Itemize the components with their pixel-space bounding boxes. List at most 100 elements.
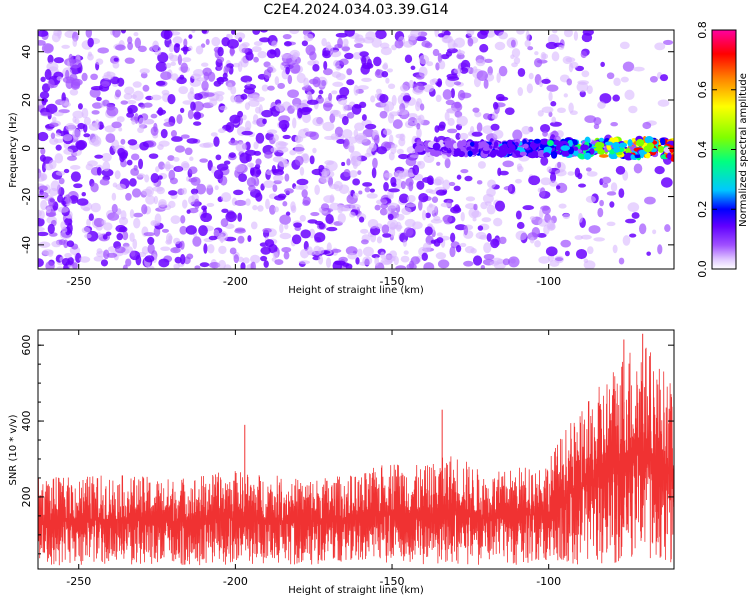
spectrogram-cell (475, 59, 486, 67)
spectrogram-cell (364, 123, 377, 130)
signal-cell (630, 154, 635, 160)
spectrogram-cell (303, 33, 314, 42)
spectrogram-cell (279, 214, 291, 225)
spectrogram-cell (486, 204, 496, 215)
spectrogram-cell (56, 76, 63, 81)
spectrogram-cell (343, 169, 351, 178)
spectrogram-cell (260, 246, 272, 255)
spectrogram-cell (244, 120, 252, 131)
spectrogram-cell (188, 177, 198, 183)
spectrogram-cell (38, 210, 45, 220)
spectrogram-cell (205, 38, 210, 46)
spectrogram-cell (130, 250, 136, 257)
spectrogram-cell (301, 40, 308, 47)
spectrogram-cell (408, 79, 414, 89)
spectrogram-cell (337, 213, 346, 224)
spectrogram-cell (517, 68, 526, 77)
spectrogram-cell (40, 199, 48, 211)
spectrogram-cell (85, 163, 93, 171)
signal-cell (471, 148, 480, 153)
spectrogram-cell (477, 30, 488, 40)
spectrogram-cell (609, 201, 615, 208)
x-tick-label: -200 (223, 575, 248, 588)
spectrogram-cell (281, 53, 293, 59)
spectrogram-cell (555, 182, 568, 194)
spectrogram-cell (421, 209, 427, 221)
spectrogram-cell (507, 256, 520, 268)
spectrogram-cell (664, 224, 671, 232)
signal-cell (604, 141, 614, 146)
spectrogram-cell (206, 202, 215, 208)
spectrogram-cell (393, 256, 399, 266)
spectrogram-cell (410, 256, 420, 265)
spectrogram-cell (73, 183, 83, 189)
spectrogram-cell (460, 169, 469, 174)
spectrogram-cell (217, 46, 224, 57)
spectrogram-cell (336, 139, 346, 145)
spectrogram-cell (180, 62, 189, 73)
spectrogram-cell (346, 112, 355, 119)
colorbar-ticks: 0.0 0.2 0.4 0.6 0.8 (696, 21, 736, 278)
spectrogram-cell (325, 213, 334, 225)
spectrogram-cell (48, 197, 55, 207)
spectrogram-cell (170, 73, 179, 81)
spectrogram-cell (70, 171, 81, 182)
signal-cell (533, 138, 541, 144)
spectrogram-cell (148, 153, 159, 159)
spectrogram-cell (77, 103, 83, 110)
spectrogram-cell (65, 122, 76, 132)
spectrogram-cell (384, 172, 393, 178)
spectrogram-cell (91, 102, 103, 109)
spectrogram-cell (144, 255, 155, 263)
spectrogram-cell (371, 167, 377, 179)
spectrogram-cell (227, 38, 239, 49)
colorbar: 0.0 0.2 0.4 0.6 0.8 Normalized spectral ampl… (696, 21, 749, 278)
spectrogram-cell (464, 245, 475, 254)
spectrogram-cell (597, 207, 604, 218)
spectrogram-cell (133, 164, 138, 171)
spectrogram-cell (218, 259, 226, 269)
signal-cell (502, 143, 508, 149)
spectrogram-cell (199, 262, 210, 268)
spectrogram-cell (657, 244, 663, 255)
spectrogram-cell (93, 217, 105, 228)
spectrogram-cell (564, 250, 570, 257)
spectrogram-cell (138, 158, 144, 170)
signal-cell (612, 142, 620, 150)
spectrogram-cell (237, 256, 244, 263)
signal-cell (593, 147, 604, 152)
spectrogram-cell (404, 120, 415, 129)
spectrogram-cell (126, 159, 133, 166)
spectrogram-cell (436, 232, 443, 237)
spectrogram-cell (289, 30, 300, 35)
spectrogram-cell (350, 150, 362, 162)
spectrogram-cell (580, 50, 588, 59)
spectrogram-cell (364, 152, 371, 158)
spectrogram-cell (403, 227, 414, 237)
spectrogram-cell (548, 91, 553, 102)
spectrogram-cell (203, 243, 208, 254)
spectrogram-cell (50, 132, 56, 140)
spectrogram-cell (126, 99, 137, 105)
spectrogram-cell (450, 232, 456, 243)
spectrogram-cell (622, 61, 635, 72)
spectrogram-cell (486, 233, 492, 242)
spectrogram-cell (302, 153, 310, 164)
spectrogram-cell (283, 41, 292, 47)
spectrogram-cell (152, 186, 164, 192)
spectrogram-cell (155, 166, 160, 173)
spectrogram-cell (40, 76, 46, 82)
spectrogram-cell (374, 93, 381, 99)
spectrogram-cell (347, 136, 358, 144)
spectrogram-cell (162, 164, 174, 170)
spectrogram-cell (252, 94, 260, 100)
spectrogram-cell (115, 44, 126, 51)
spectrogram-cell (114, 170, 121, 180)
spectrogram-cell (245, 81, 251, 86)
spectrogram-cell (157, 107, 164, 116)
spectrogram-cell (574, 235, 584, 240)
spectrogram-cell (323, 195, 335, 203)
spectrogram-cell (622, 235, 631, 246)
spectrogram-cell (352, 160, 358, 170)
